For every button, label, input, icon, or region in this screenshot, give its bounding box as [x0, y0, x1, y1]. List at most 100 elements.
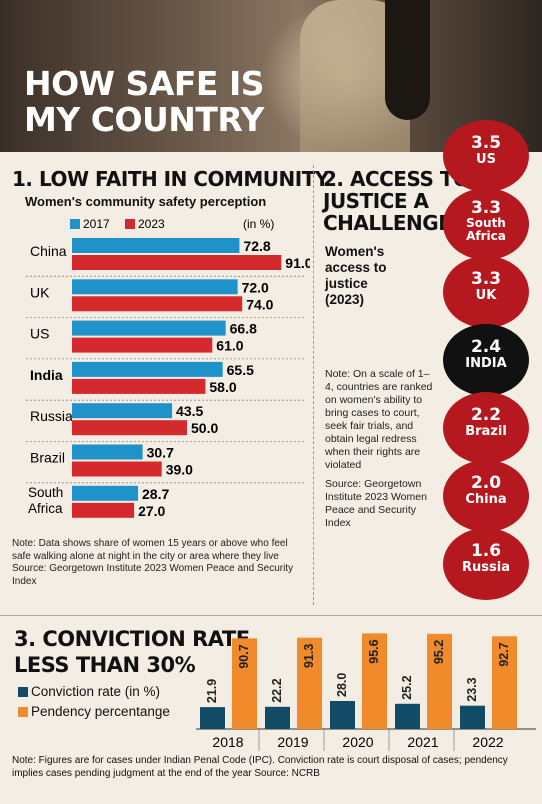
- justice-score: 3.3: [470, 269, 502, 289]
- justice-score: 2.0: [470, 473, 502, 493]
- bar-2017: [72, 320, 226, 336]
- section2-sub-line3: justice: [325, 276, 368, 291]
- bar-value-label: 72.0: [242, 279, 269, 295]
- legend-pendency-label: Pendency percentange: [31, 704, 170, 719]
- section3-legend: Conviction rate (in %) Pendency percenta…: [18, 682, 170, 722]
- bar-2017: [72, 485, 139, 501]
- category-label: Africa: [28, 501, 63, 516]
- justice-country: INDIA: [465, 356, 507, 371]
- bar-value-label: 30.7: [147, 445, 174, 461]
- category-label: US: [30, 326, 49, 342]
- bar-value-label: 91.3: [302, 644, 316, 668]
- bar-conviction: [330, 701, 355, 729]
- bar-pendency: [362, 633, 387, 729]
- bar-value-label: 91.0: [285, 255, 310, 271]
- bar-2023: [72, 502, 135, 518]
- year-label: 2018: [212, 734, 243, 750]
- page-title: HOW SAFE IS MY COUNTRY: [24, 64, 265, 139]
- section1-note: Note: Data shows share of women 15 years…: [12, 538, 304, 588]
- page-title-line1: HOW SAFE IS: [24, 64, 265, 103]
- year-label: 2022: [472, 734, 503, 750]
- bar-value-label: 95.2: [432, 640, 446, 664]
- bar-2023: [72, 461, 162, 477]
- section3-title-line2: LESS THAN 30%: [14, 653, 196, 677]
- section2-title-line3: CHALLENGE: [323, 211, 452, 235]
- section2-subtitle: Women's access to justice (2023): [325, 244, 387, 308]
- bar-value-label: 66.8: [230, 321, 257, 337]
- section2-source-text: Source: Georgetown Institute 2023 Women …: [325, 478, 427, 529]
- bar-value-label: 72.8: [243, 238, 270, 254]
- bar-2023: [72, 378, 206, 394]
- justice-country: Russia: [462, 560, 510, 575]
- bar-value-label: 25.2: [400, 675, 414, 699]
- section-divider: [0, 615, 542, 616]
- section1-source-text: Source: Georgetown Institute 2023 Women …: [12, 563, 294, 587]
- section2-title-line2: JUSTICE A: [323, 189, 429, 213]
- bar-value-label: 22.2: [270, 678, 284, 702]
- year-label: 2021: [407, 734, 438, 750]
- section3-title: 3. CONVICTION RATE LESS THAN 30%: [14, 626, 250, 678]
- bar-value-label: 58.0: [209, 379, 236, 395]
- conviction-chart: 21.9 90.7 2018 22.2 91.3 2019 28.0 95.6 2020 25.2…: [196, 633, 536, 751]
- bar-value-label: 28.0: [335, 673, 349, 697]
- hero-photo: [0, 0, 542, 152]
- legend-conviction: Conviction rate (in %): [18, 682, 170, 702]
- bar-value-label: 28.7: [142, 486, 169, 502]
- bar-2023: [72, 296, 243, 312]
- justice-score: 3.3: [470, 198, 502, 218]
- section2-sub-line2: access to: [325, 260, 387, 275]
- bar-value-label: 92.7: [497, 642, 511, 666]
- bar-pendency: [492, 636, 517, 729]
- legend-conviction-label: Conviction rate (in %): [31, 684, 161, 699]
- bar-pendency: [297, 637, 322, 729]
- year-label: 2019: [277, 734, 308, 750]
- justice-circle: 3.3 South Africa: [443, 188, 529, 260]
- section3-title-line1: 3. CONVICTION RATE: [14, 627, 250, 651]
- category-label: Brazil: [30, 450, 65, 466]
- section2-sub-line1: Women's: [325, 244, 385, 259]
- justice-score: 2.2: [470, 405, 502, 425]
- justice-country: South Africa: [466, 216, 506, 243]
- section3-note: Note: Figures are for cases under Indian…: [12, 755, 508, 779]
- bar-conviction: [395, 703, 420, 729]
- justice-country: Brazil: [465, 424, 507, 439]
- justice-circle: 2.0 China: [443, 460, 529, 532]
- legend-2023-label: 2023: [138, 217, 165, 231]
- category-label: India: [30, 367, 63, 383]
- page-title-line2: MY COUNTRY: [24, 100, 264, 139]
- legend-2023-swatch: [125, 219, 135, 229]
- justice-score: 1.6: [470, 541, 502, 561]
- bar-value-label: 27.0: [138, 503, 165, 519]
- bar-pendency: [427, 633, 452, 729]
- bar-pendency: [232, 638, 257, 729]
- bar-2017: [72, 361, 223, 377]
- legend-2017-label: 2017: [83, 217, 110, 231]
- category-label: South: [28, 485, 63, 500]
- bar-value-label: 21.9: [205, 679, 219, 703]
- section1-title: 1. LOW FAITH IN COMMUNITY: [12, 167, 329, 191]
- bar-2017: [72, 238, 240, 253]
- hero-hair: [385, 0, 430, 120]
- legend-conviction-swatch: [18, 687, 28, 698]
- section2-note: Note: On a scale of 1–4, countries are r…: [325, 368, 435, 530]
- year-label: 2020: [342, 734, 373, 750]
- justice-country: China: [465, 492, 507, 507]
- section1-subtitle: Women's community safety perception: [25, 194, 267, 209]
- bar-value-label: 90.7: [237, 644, 251, 668]
- section2-sub-line4: (2023): [325, 292, 365, 307]
- bar-2017: [72, 279, 238, 295]
- bar-value-label: 50.0: [191, 420, 218, 436]
- justice-circle: 2.4 INDIA: [443, 324, 529, 396]
- safety-perception-chart: 2017 2023 (in %) China 72.8 91.0 UK 72.074.0 US 6…: [26, 217, 310, 519]
- bar-conviction: [265, 706, 290, 729]
- unit-label: (in %): [243, 217, 274, 231]
- justice-score: 3.5: [470, 133, 502, 153]
- column-divider: [313, 165, 314, 605]
- justice-country: UK: [475, 288, 497, 303]
- justice-circle: 3.5 US: [443, 120, 529, 192]
- category-label: Russia: [30, 408, 73, 424]
- justice-circle: 3.3 UK: [443, 256, 529, 328]
- bar-2023: [72, 337, 213, 353]
- bar-2023: [72, 255, 282, 270]
- bar-conviction: [200, 707, 225, 729]
